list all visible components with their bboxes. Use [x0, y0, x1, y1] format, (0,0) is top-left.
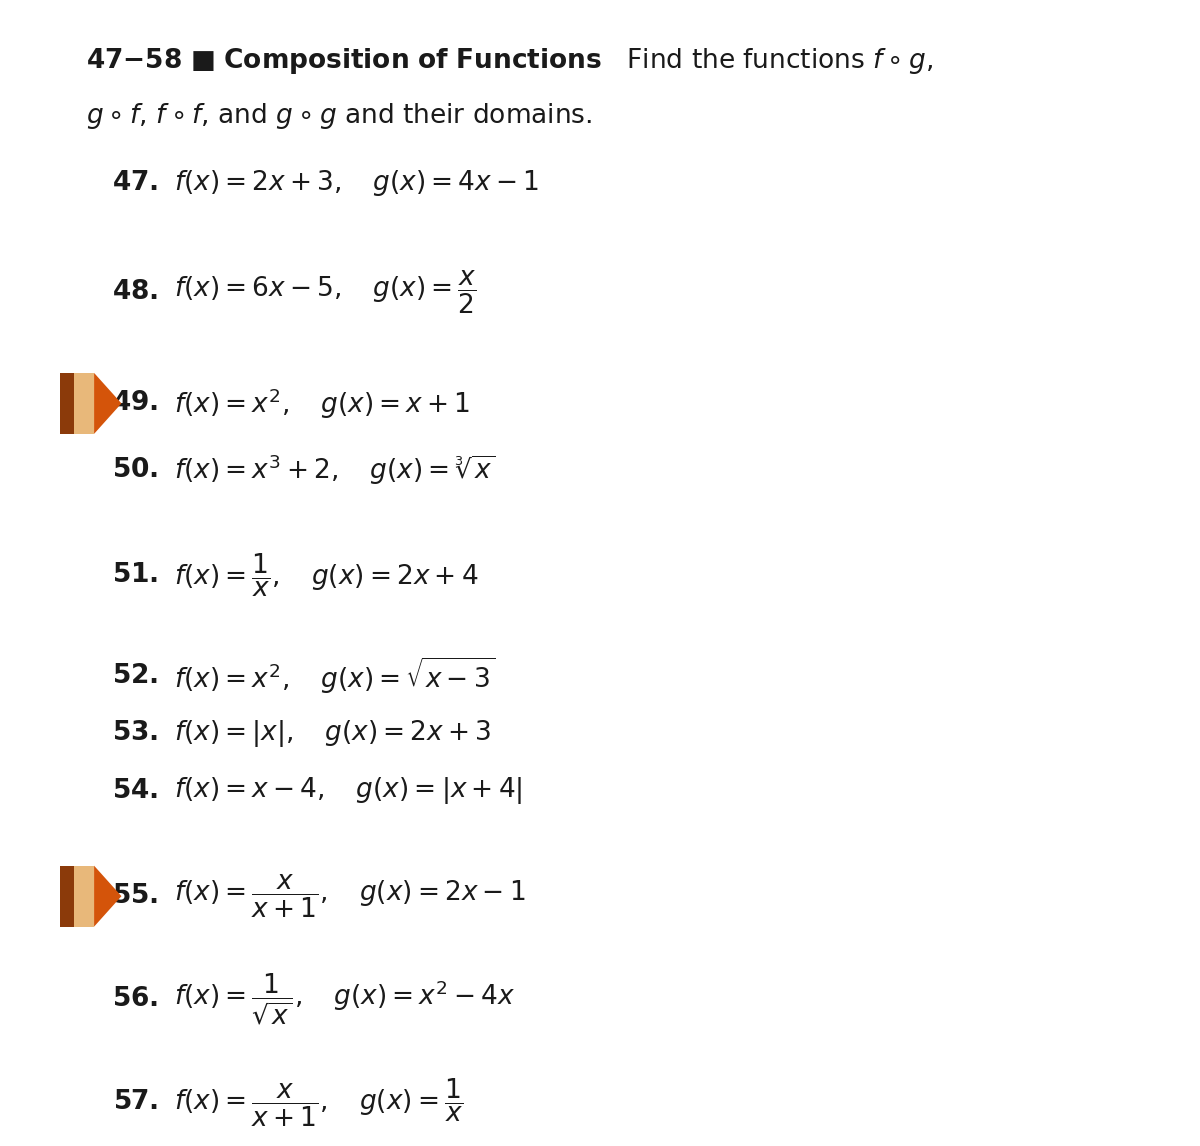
Text: $\mathbf{50.}$: $\mathbf{50.}$ — [113, 457, 158, 482]
Text: $\mathbf{55.}$: $\mathbf{55.}$ — [113, 884, 158, 909]
Polygon shape — [60, 865, 73, 927]
Polygon shape — [94, 372, 121, 434]
Text: $f(x) = \dfrac{1}{x}, \quad g(x) = 2x + 4$: $f(x) = \dfrac{1}{x}, \quad g(x) = 2x + … — [174, 551, 479, 599]
Polygon shape — [60, 865, 94, 927]
Text: $f(x) = \dfrac{x}{x+1}, \quad g(x) = \dfrac{1}{x}$: $f(x) = \dfrac{x}{x+1}, \quad g(x) = \df… — [174, 1076, 463, 1129]
Text: $f(x) = x^2, \quad g(x) = \sqrt{x-3}$: $f(x) = x^2, \quad g(x) = \sqrt{x-3}$ — [174, 656, 496, 697]
Text: $\mathbf{52.}$: $\mathbf{52.}$ — [113, 664, 158, 689]
Text: $f(x) = x - 4, \quad g(x) = |x + 4|$: $f(x) = x - 4, \quad g(x) = |x + 4|$ — [174, 775, 522, 807]
Text: $\mathbf{53.}$: $\mathbf{53.}$ — [113, 721, 158, 746]
Text: $\mathbf{48.}$: $\mathbf{48.}$ — [113, 280, 158, 305]
Text: $f(x) = x^2, \quad g(x) = x + 1$: $f(x) = x^2, \quad g(x) = x + 1$ — [174, 386, 470, 421]
Text: $\mathbf{51.}$: $\mathbf{51.}$ — [113, 563, 158, 588]
Text: $\mathbf{47.}$: $\mathbf{47.}$ — [113, 171, 158, 196]
Text: $\mathbf{49.}$: $\mathbf{49.}$ — [113, 391, 158, 416]
Text: $f(x) = |x|, \quad g(x) = 2x + 3$: $f(x) = |x|, \quad g(x) = 2x + 3$ — [174, 717, 491, 749]
Text: $f(x) = \dfrac{x}{x+1}, \quad g(x) = 2x - 1$: $f(x) = \dfrac{x}{x+1}, \quad g(x) = 2x … — [174, 872, 526, 920]
Text: $f(x) = x^3 + 2, \quad g(x) = \sqrt[3]{x}$: $f(x) = x^3 + 2, \quad g(x) = \sqrt[3]{x… — [174, 453, 496, 487]
Polygon shape — [60, 372, 94, 434]
Text: $\mathbf{57.}$: $\mathbf{57.}$ — [114, 1090, 158, 1115]
Polygon shape — [60, 372, 73, 434]
Text: $f(x) = 6x - 5, \quad g(x) = \dfrac{x}{2}$: $f(x) = 6x - 5, \quad g(x) = \dfrac{x}{2… — [174, 268, 476, 316]
Polygon shape — [94, 865, 121, 927]
Text: $f(x) = 2x + 3, \quad g(x) = 4x - 1$: $f(x) = 2x + 3, \quad g(x) = 4x - 1$ — [174, 168, 539, 198]
Text: $g \circ f$, $f \circ f$, and $g \circ g$ and their domains.: $g \circ f$, $f \circ f$, and $g \circ g… — [86, 101, 593, 131]
Text: $f(x) = \dfrac{1}{\sqrt{x}}, \quad g(x) = x^2 - 4x$: $f(x) = \dfrac{1}{\sqrt{x}}, \quad g(x) … — [174, 972, 515, 1027]
Text: $\mathbf{54.}$: $\mathbf{54.}$ — [113, 778, 158, 803]
Text: $\mathbf{56.}$: $\mathbf{56.}$ — [113, 987, 158, 1012]
Text: $\mathbf{47{-}58}\ \blacksquare\ \mathbf{Composition\ of\ Functions}$$\quad$Find: $\mathbf{47{-}58}\ \blacksquare\ \mathbf… — [86, 46, 934, 76]
